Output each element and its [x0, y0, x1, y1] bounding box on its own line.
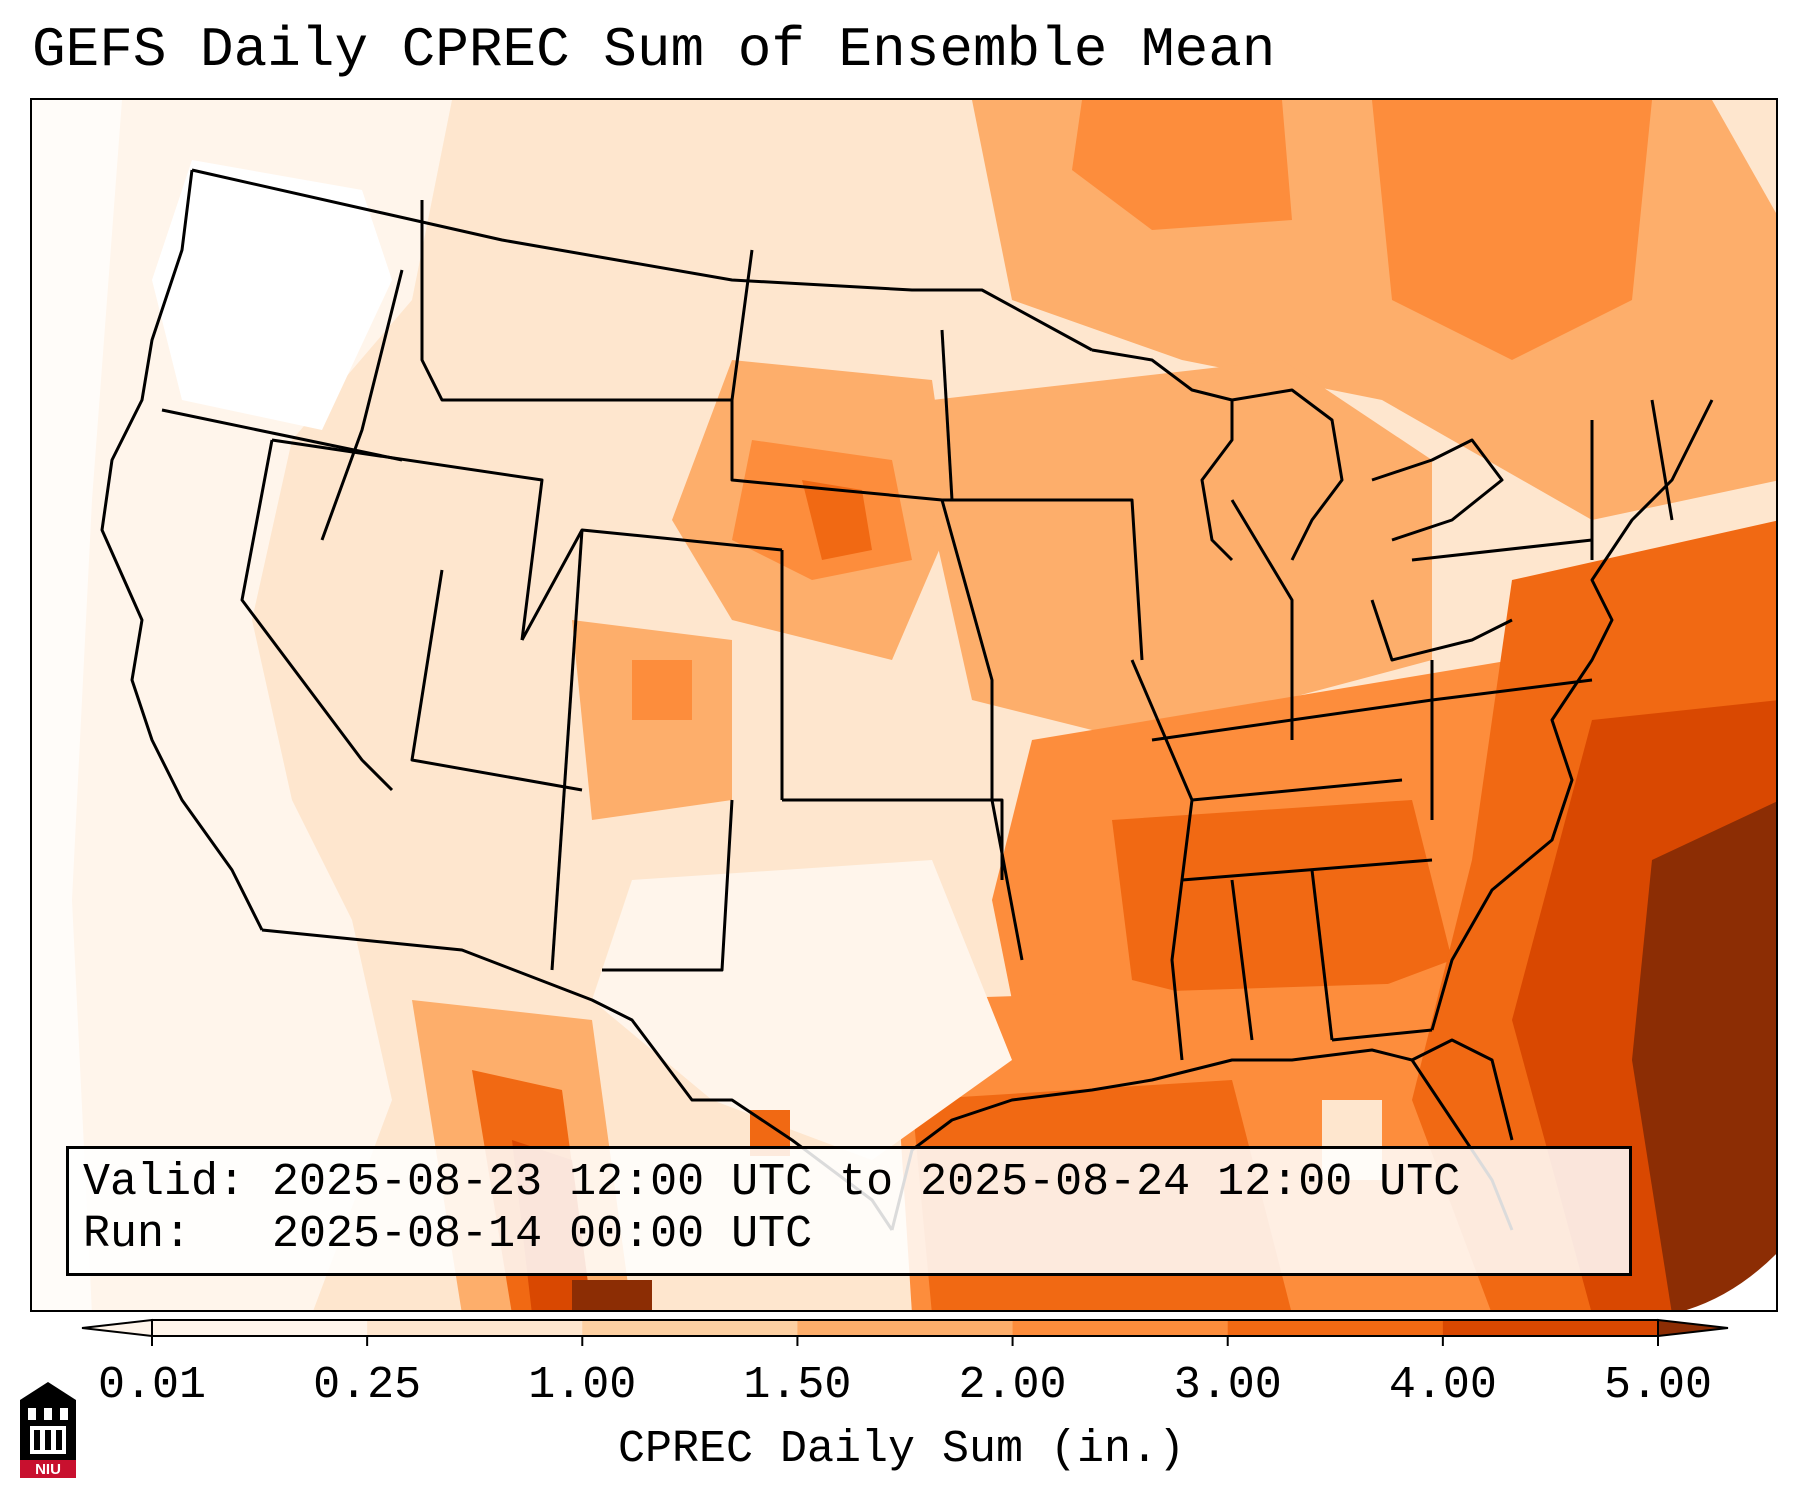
colorbar-tick-label: 2.00: [958, 1360, 1067, 1411]
colorbar-label: CPREC Daily Sum (in.): [617, 1424, 1186, 1475]
colorbar-segment: [152, 1320, 368, 1336]
map-canvas: [32, 100, 1776, 1310]
info-box: Valid: 2025-08-23 12:00 UTC to 2025-08-2…: [66, 1146, 1632, 1276]
borders: [100, 168, 1714, 1231]
colorbar-segments: [81, 1318, 1729, 1338]
run-time-label: Run: 2025-08-14 00:00 UTC: [83, 1209, 813, 1260]
colorbar-tick-label: 0.01: [97, 1360, 207, 1411]
precip-field: [32, 100, 1776, 1310]
colorbar-tick-label: 1.50: [743, 1360, 852, 1411]
colorbar-segment: [1012, 1320, 1229, 1336]
colorbar-segment: [582, 1320, 798, 1336]
colorbar-segment: [797, 1320, 1014, 1336]
colorbar-tick-label: 0.25: [313, 1360, 422, 1411]
colorbar-extend-low: [81, 1318, 153, 1338]
colorbar-segment: [1442, 1320, 1659, 1336]
niu-logo: NIU: [20, 1382, 76, 1478]
colorbar-extend-high: [1657, 1318, 1729, 1338]
colorbar-segment: [1227, 1320, 1444, 1336]
colorbar-segment: [367, 1320, 583, 1336]
colorbar-outline: [151, 1319, 1659, 1337]
colorbar-ticks: [151, 1336, 1659, 1346]
precipitation-map: [30, 98, 1778, 1312]
colorbar-tick-label: 5.00: [1603, 1360, 1713, 1411]
colorbar-tick-label: 1.00: [528, 1360, 637, 1411]
logo-text: NIU: [35, 1461, 61, 1478]
colorbar-tick-label: 3.00: [1173, 1360, 1282, 1411]
map-title: GEFS Daily CPREC Sum of Ensemble Mean: [32, 18, 1276, 82]
colorbar: [81, 1318, 1729, 1346]
valid-time-label: Valid: 2025-08-23 12:00 UTC to 2025-08-2…: [83, 1157, 1461, 1208]
colorbar-tick-label: 4.00: [1388, 1360, 1497, 1411]
